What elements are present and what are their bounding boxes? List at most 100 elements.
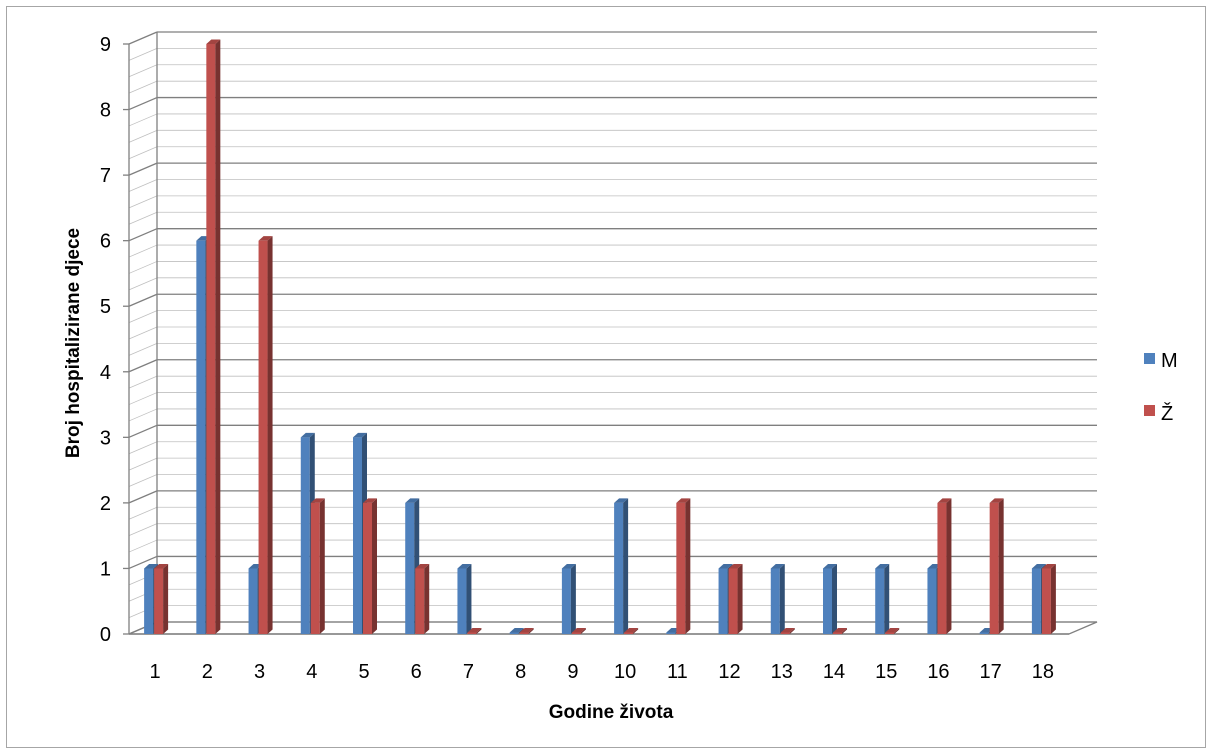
side-wall-gridline bbox=[128, 408, 158, 422]
bar-top bbox=[833, 628, 847, 633]
bar-top bbox=[770, 563, 785, 569]
bar-m-14 bbox=[823, 563, 837, 634]
bar-side bbox=[466, 563, 472, 634]
side-wall-gridline bbox=[128, 326, 158, 340]
x-tick-label: 7 bbox=[463, 661, 474, 683]
bar-front bbox=[624, 632, 634, 634]
y-axis-title: Broj hospitalizirane djece bbox=[63, 228, 84, 458]
side-wall-gridline bbox=[128, 80, 158, 94]
bar-front bbox=[614, 502, 624, 634]
bar-z-1 bbox=[154, 563, 169, 634]
x-tick-label: 11 bbox=[667, 661, 688, 683]
bar-top bbox=[310, 498, 325, 503]
side-wall-gridline bbox=[128, 310, 158, 323]
side-wall-gridline bbox=[128, 490, 158, 504]
bar-side bbox=[998, 498, 1004, 634]
bar-top bbox=[363, 498, 377, 503]
x-tick-label: 4 bbox=[306, 661, 317, 683]
bar-front bbox=[728, 568, 738, 634]
bar-top bbox=[1041, 563, 1056, 569]
bar-front bbox=[561, 568, 571, 634]
x-tick-label: 1 bbox=[150, 661, 161, 683]
bar-top bbox=[457, 563, 472, 569]
side-wall-gridline bbox=[128, 211, 158, 225]
bar-front bbox=[927, 568, 937, 634]
bar-z-15 bbox=[885, 628, 900, 634]
x-tick-label: 18 bbox=[1032, 661, 1054, 683]
side-wall-gridline bbox=[128, 195, 158, 209]
bar-front bbox=[780, 632, 790, 634]
bar-front bbox=[206, 44, 216, 634]
bar-z-5 bbox=[363, 498, 377, 634]
bar-top bbox=[258, 236, 273, 241]
bar-front bbox=[937, 502, 947, 634]
x-tick-label: 14 bbox=[823, 661, 845, 683]
side-wall-gridline bbox=[128, 555, 158, 570]
bar-z-13 bbox=[780, 628, 795, 634]
side-wall-gridline bbox=[128, 48, 158, 61]
side-wall-gridline bbox=[128, 293, 158, 307]
bar-front bbox=[823, 568, 832, 634]
bar-top bbox=[415, 563, 430, 569]
bar-side bbox=[476, 628, 482, 634]
bar-side bbox=[570, 563, 576, 634]
side-wall-gridline bbox=[128, 113, 158, 127]
bar-front bbox=[363, 502, 372, 634]
y-tick-label: 4 bbox=[100, 362, 111, 384]
side-wall-gridline bbox=[128, 375, 158, 389]
x-tick-label: 16 bbox=[927, 661, 949, 683]
bar-z-7 bbox=[467, 628, 482, 634]
bar-z-14 bbox=[833, 628, 847, 634]
bar-z-2 bbox=[206, 39, 221, 634]
side-wall-gridline bbox=[128, 539, 158, 553]
bar-z-17 bbox=[989, 498, 1004, 634]
bar-side bbox=[580, 628, 586, 634]
side-wall-gridline bbox=[128, 506, 158, 520]
bar-front bbox=[770, 568, 780, 634]
side-wall-gridline bbox=[128, 441, 158, 455]
bar-front bbox=[310, 502, 320, 634]
bar-top bbox=[885, 628, 900, 633]
bar-side bbox=[685, 498, 691, 634]
bar-m-10 bbox=[614, 498, 629, 634]
bars bbox=[144, 39, 1056, 634]
y-tick-label: 3 bbox=[100, 427, 111, 449]
bar-side bbox=[424, 563, 430, 634]
bar-front bbox=[875, 568, 885, 634]
bar-front bbox=[666, 632, 676, 634]
bar-front bbox=[885, 632, 895, 634]
side-wall-gridline bbox=[128, 474, 158, 487]
bar-front bbox=[833, 632, 842, 634]
bar-front bbox=[154, 568, 164, 634]
bar-front bbox=[353, 437, 362, 634]
side-wall-gridline bbox=[128, 523, 158, 537]
bar-front bbox=[979, 632, 989, 634]
side-wall-gridline bbox=[128, 64, 158, 78]
bar-z-11 bbox=[676, 498, 691, 634]
bar-top bbox=[676, 498, 691, 503]
bar-front bbox=[519, 632, 529, 634]
bar-top bbox=[154, 563, 169, 569]
y-tick-label: 8 bbox=[100, 100, 111, 122]
bar-side bbox=[842, 628, 847, 634]
bar-side bbox=[267, 236, 273, 634]
bar-front bbox=[1041, 568, 1051, 634]
bar-top bbox=[614, 498, 629, 503]
x-tick-label: 10 bbox=[614, 661, 636, 683]
legend: M Ž bbox=[1144, 350, 1178, 425]
bar-m-7 bbox=[457, 563, 472, 634]
bar-side bbox=[779, 563, 785, 634]
bar-z-12 bbox=[728, 563, 743, 634]
bar-front bbox=[1031, 568, 1041, 634]
side-wall-gridline bbox=[128, 261, 158, 274]
bar-side bbox=[737, 563, 743, 634]
bar-top bbox=[780, 628, 795, 633]
side-wall-gridline bbox=[128, 343, 158, 356]
bar-top bbox=[467, 628, 482, 633]
legend-swatch-m bbox=[1144, 353, 1155, 364]
side-wall-gridline bbox=[128, 392, 158, 405]
gridlines bbox=[128, 31, 1097, 635]
bar-front bbox=[415, 568, 425, 634]
legend-swatch-z bbox=[1144, 405, 1155, 416]
